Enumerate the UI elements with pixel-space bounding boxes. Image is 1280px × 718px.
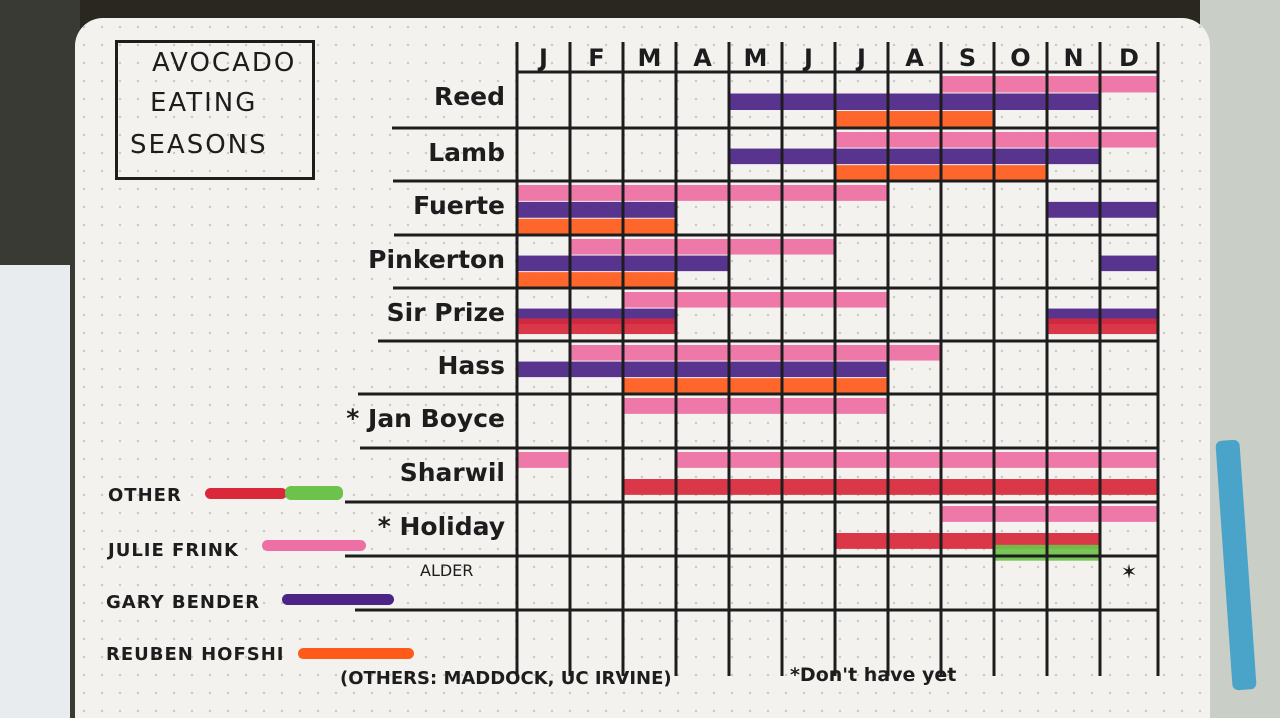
season-bar-fuerte-gary_bender [517,201,676,218]
variety-label-sharwil: Sharwil [399,457,505,487]
month-label-6: J [857,44,866,72]
variety-label-sir-prize: Sir Prize [386,297,505,327]
season-bar-holiday-julie_frink [941,506,1158,522]
month-label-8: S [958,44,977,72]
title-line-3: SEASONS [130,130,268,160]
season-bar-reed-reuben_hofshi [835,111,994,128]
season-bar-sharwil-julie_frink [676,452,1158,468]
title-line-2: EATING [150,88,258,118]
legend-swatch-gary-bender [282,594,394,605]
season-bar-fuerte-gary_bender [1047,201,1158,218]
month-label-3: A [693,44,712,72]
season-bar-hass-gary_bender [517,361,888,378]
month-label-10: N [1063,44,1084,72]
season-bar-fuerte-julie_frink [517,185,888,201]
legend-swatch-other-red [205,488,287,499]
season-bar-pinkerton-julie_frink [570,239,835,255]
season-bar-pinkerton-gary_bender [1100,255,1158,272]
legend-swatch-other-green [285,486,343,500]
variety-label-fuerte: Fuerte [413,190,505,220]
row-star-mark: ✶ [1121,560,1138,584]
variety-label-lamb: Lamb [428,137,505,167]
variety-label-pinkerton: Pinkerton [368,244,505,274]
season-bar-sir-prize-julie_frink [623,292,888,308]
paper-sheet [0,265,70,718]
season-bar-pinkerton-reuben_hofshi [517,272,676,288]
month-label-11: D [1119,44,1139,72]
season-bar-hass-julie_frink [570,345,941,361]
title-line-1: AVOCADO [152,48,297,78]
legend-swatch-julie-frink [262,540,366,551]
month-label-1: F [588,44,605,72]
legend-label-reuben-hofshi: REUBEN HOFSHI [106,644,285,665]
variety-label-hass: Hass [437,350,505,380]
legend-label-gary-bender: GARY BENDER [106,592,261,613]
season-bar-reed-julie_frink [941,76,1158,93]
season-bar-sir-prize-other_red [1047,318,1158,335]
variety-label-holiday: * Holiday [377,511,505,541]
legend-label-other: OTHER [108,485,182,506]
season-bar-fuerte-reuben_hofshi [517,218,676,235]
season-bar-hass-reuben_hofshi [623,378,888,394]
title-box [115,40,315,180]
variety-label-alder: ALDER [420,561,474,581]
variety-label-reed: Reed [433,82,505,112]
season-bar-lamb-julie_frink [835,132,1158,148]
month-label-2: M [637,44,662,72]
legend-label-julie-frink: JULIE FRINK [108,540,239,561]
season-bar-sharwil-other_red [623,479,1158,495]
month-label-0: J [539,44,548,72]
month-label-5: J [804,44,813,72]
month-label-4: M [743,44,768,72]
season-bar-sir-prize-other_red [517,318,676,335]
season-bar-jan-boyce-julie_frink [623,398,888,414]
month-label-7: A [905,44,924,72]
month-label-9: O [1010,44,1031,72]
season-bar-lamb-gary_bender [729,148,1100,165]
season-bar-reed-gary_bender [729,93,1100,110]
legend-swatch-reuben-hofshi [298,648,414,659]
variety-label-jan-boyce: * Jan Boyce [346,403,505,433]
season-bar-sharwil-julie_frink [517,452,570,468]
footer-note: *Don't have yet [790,664,957,686]
footer-others: (OTHERS: MADDOCK, UC IRVINE) [340,668,672,689]
